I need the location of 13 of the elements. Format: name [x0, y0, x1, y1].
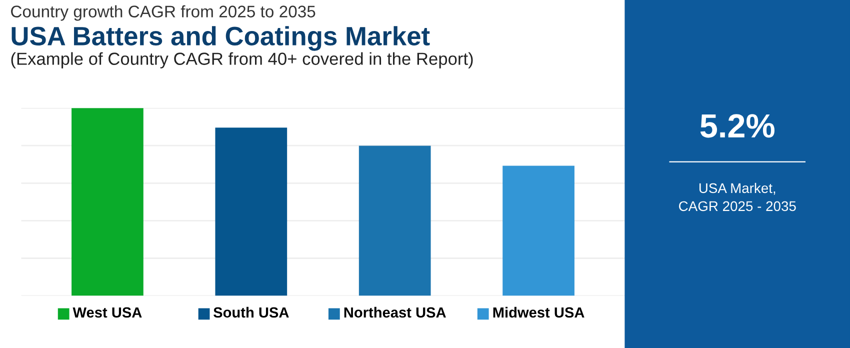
text: Country growth CAGR from 2025 to 2035 — [11, 5, 316, 21]
text: 5.2% — [700, 114, 774, 138]
bar — [358, 146, 431, 296]
bar — [72, 108, 144, 296]
x-tick-label: South USA — [214, 306, 289, 318]
x-tick-label: West USA — [72, 307, 142, 318]
x-tick-label: Midwest USA — [493, 306, 584, 318]
x-tick-label: Northeast USA — [344, 306, 446, 318]
text: USA Market, CAGR 2025 - 2035 — [679, 182, 796, 212]
bar — [502, 166, 574, 296]
chart-subtitle: (Example of Country CAGR from 40+ covered in the Report) — [11, 52, 473, 68]
bar — [215, 128, 288, 296]
chart-title: USA Batters and Coatings Market — [12, 26, 430, 51]
